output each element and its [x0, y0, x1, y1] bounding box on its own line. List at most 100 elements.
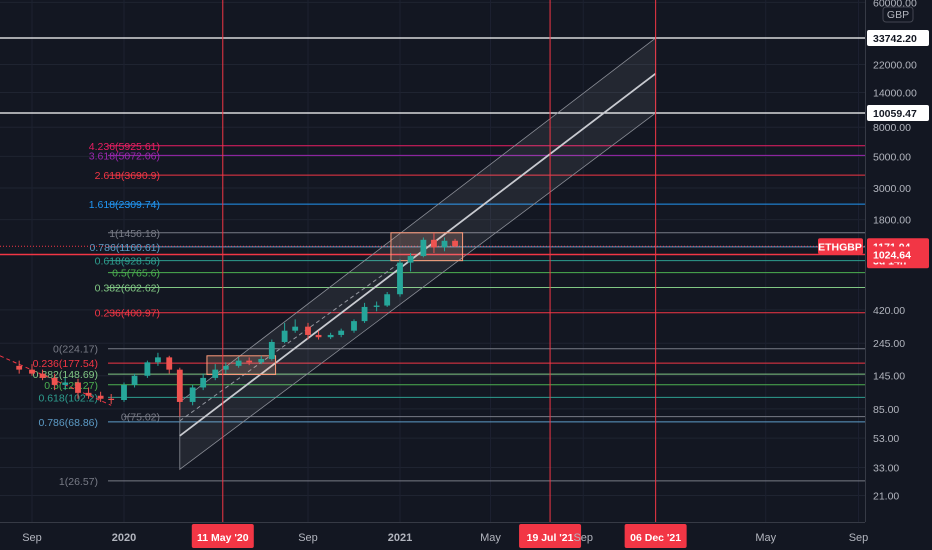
- y-tick-label: 5000.00: [873, 151, 911, 163]
- drawings-layer: [0, 37, 865, 471]
- fib-label: 0.236(177.54): [33, 358, 98, 370]
- date-marker-layer: 11 May '20 19 Jul '21 06 Dec '21: [191, 0, 687, 548]
- y-tick-label: 245.00: [873, 338, 905, 350]
- date-marker-label: 19 Jul '21: [527, 532, 574, 544]
- candle-body: [75, 382, 81, 393]
- y-tick-label: 145.00: [873, 371, 905, 383]
- currency-badge-label: GBP: [887, 9, 909, 21]
- candle-body: [407, 256, 414, 263]
- candles-layer: [16, 233, 458, 417]
- y-tick-label: 53.00: [873, 433, 899, 445]
- y-tick-label: 21.00: [873, 490, 899, 502]
- y-tick-label: 14000.00: [873, 88, 917, 100]
- channel-median-line: [179, 72, 657, 437]
- y-tick-label: 33.00: [873, 462, 899, 474]
- candle-body: [144, 362, 151, 376]
- candle-body: [441, 240, 448, 248]
- candle-body: [121, 384, 127, 401]
- price-tag-label: 1024.64: [873, 250, 911, 262]
- fib-label: 0(75.02): [121, 412, 160, 424]
- x-tick-label: Sep: [22, 532, 42, 544]
- candle-body: [51, 377, 58, 385]
- candle-body: [16, 365, 23, 370]
- candle-body: [108, 398, 115, 401]
- fib-label: 0.618(928.58): [95, 256, 160, 268]
- candle-body: [452, 240, 458, 247]
- fib-label: 1.618(2309.74): [89, 199, 160, 211]
- x-tick-label: 2021: [388, 532, 412, 544]
- x-tick-label: 2020: [112, 532, 136, 544]
- candle-body: [235, 360, 242, 366]
- fib-label: 0.786(1160.61): [90, 242, 160, 254]
- date-marker-tag: [191, 524, 254, 548]
- y-tick-label: 85.00: [873, 404, 899, 416]
- price-tag: [867, 246, 929, 263]
- date-marker-tag: [519, 524, 582, 548]
- y-tick-label: 3000.00: [873, 183, 911, 195]
- dashed-downtrend-line: [0, 355, 112, 406]
- candle-body: [131, 375, 138, 385]
- candle-body: [155, 357, 161, 363]
- y-tick-label: 420.00: [873, 305, 905, 317]
- fib-label: 0.786(68.86): [38, 417, 98, 429]
- candle-body: [212, 369, 219, 378]
- candle-body: [397, 262, 403, 295]
- y-tick-label: 1800.00: [873, 215, 911, 227]
- x-tick-label: May: [755, 532, 776, 544]
- candle-body: [351, 321, 357, 331]
- candle-body: [373, 305, 380, 307]
- candle-body: [361, 306, 368, 322]
- price-axis-panel: [865, 0, 932, 550]
- candle-body: [292, 326, 299, 331]
- candle-body: [97, 395, 104, 399]
- fib-label: 0.5(765.6): [112, 268, 160, 280]
- candle-body: [431, 239, 437, 248]
- candle-body: [384, 294, 391, 306]
- y-tick-label: 22000.00: [873, 60, 917, 72]
- currency-badge: [882, 6, 914, 23]
- price-tag: [867, 30, 929, 46]
- fib-label: 1(26.57): [59, 476, 98, 488]
- symbol-tag-label: ETHGBP: [818, 241, 862, 253]
- x-tick-label: Sep: [849, 532, 869, 544]
- price-tag-label: 10059.47: [873, 108, 917, 120]
- candle-body: [315, 334, 322, 338]
- candle-body: [62, 382, 69, 385]
- fib-label: 4.236(5925.61): [89, 141, 160, 153]
- candle-body: [281, 330, 288, 342]
- x-tick-label: Sep: [298, 532, 318, 544]
- candle-body: [189, 387, 196, 402]
- consolidation-box-2021: [390, 232, 464, 262]
- candle-body: [327, 334, 334, 338]
- fib-label: 1(1456.18): [109, 228, 160, 240]
- candle-body: [176, 369, 183, 402]
- fibonacci-layer: 4.236(5925.61)3.618(5072.06) 2.618(3690.9…: [0, 141, 865, 488]
- price-tag-label: 33742.20: [873, 33, 917, 45]
- fib-label: 0(224.17): [53, 344, 98, 356]
- candle-body: [166, 357, 173, 370]
- candle-body: [39, 373, 46, 378]
- x-tick-label: May: [480, 532, 501, 544]
- symbol-tag: [818, 238, 863, 255]
- dashed-trend-line: [179, 262, 401, 422]
- candle-body: [420, 239, 427, 257]
- y-tick-label: 8000.00: [873, 122, 911, 134]
- y-tick-label: 60000.00: [873, 0, 917, 9]
- fib-label: 0.382(602.62): [95, 282, 160, 294]
- date-marker-label: 06 Dec '21: [630, 532, 681, 544]
- candle-body: [85, 392, 92, 396]
- candle-body: [338, 330, 345, 335]
- candle-body: [222, 365, 229, 370]
- fib-label: 2.618(3690.9): [95, 170, 160, 182]
- fib-label: 3.618(5072.06): [89, 150, 160, 162]
- date-marker-tag: [624, 524, 687, 548]
- candle-body: [258, 358, 265, 363]
- date-marker-label: 11 May '20: [197, 532, 249, 544]
- fib-label: 0.236(400.97): [95, 308, 160, 320]
- candle-body: [200, 377, 207, 388]
- candle-body: [268, 341, 275, 359]
- price-tag: [867, 105, 929, 121]
- fib-label: 0.382(148.69): [33, 369, 98, 381]
